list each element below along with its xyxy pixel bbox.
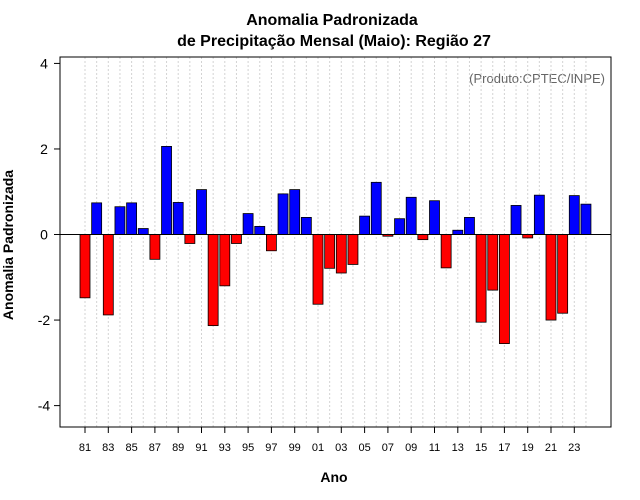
bar-1982 — [91, 202, 103, 235]
x-tick-label: 87 — [149, 442, 161, 454]
bar-1986 — [137, 228, 149, 235]
bar-2010 — [417, 234, 429, 241]
bar-1997 — [265, 234, 277, 252]
bar-1999 — [289, 189, 301, 235]
bar-2011 — [429, 200, 440, 235]
bar-1995 — [242, 213, 254, 235]
bar-1985 — [126, 202, 137, 235]
bar-1992 — [207, 234, 219, 327]
x-tick-label: 95 — [242, 442, 254, 454]
bar-2008 — [394, 218, 405, 235]
bar-2001 — [312, 234, 324, 305]
bar-2022 — [557, 234, 569, 314]
bar-1983 — [102, 234, 114, 316]
bar-2021 — [545, 234, 557, 321]
y-tick-label: 2 — [40, 141, 48, 157]
x-tick-label: 97 — [265, 442, 277, 454]
x-tick-label: 83 — [102, 442, 114, 454]
bar-1993 — [219, 234, 231, 287]
bar-2019 — [522, 234, 534, 239]
x-tick-label: 01 — [312, 442, 324, 454]
x-tick-label: 91 — [195, 442, 207, 454]
x-tick-label: 21 — [545, 442, 557, 454]
bar-2018 — [510, 205, 522, 235]
y-tick-label: -4 — [38, 398, 51, 414]
x-tick-label: 15 — [475, 442, 487, 454]
bars — [79, 145, 592, 344]
product-annotation: (Produto:CPTEC/INPE) — [469, 71, 605, 86]
bar-2015 — [475, 234, 487, 323]
x-tick-label: 19 — [522, 442, 534, 454]
bar-1996 — [254, 225, 266, 235]
bar-1987 — [149, 234, 161, 260]
x-tick-label: 05 — [358, 442, 370, 454]
chart-subtitle: de Precipitação Mensal (Maio): Região 27 — [177, 33, 491, 50]
bar-2013 — [452, 229, 464, 235]
bar-2017 — [498, 234, 510, 344]
bar-2004 — [347, 234, 359, 265]
bar-2012 — [440, 234, 452, 269]
x-tick-label: 07 — [382, 442, 394, 454]
x-tick-label: 11 — [429, 442, 440, 454]
x-tick-label: 81 — [79, 442, 91, 454]
x-tick-label: 89 — [172, 442, 184, 454]
bar-1994 — [231, 234, 242, 244]
y-tick-label: -2 — [38, 312, 51, 328]
bar-2014 — [464, 217, 475, 235]
bar-1990 — [184, 234, 196, 244]
x-tick-label: 03 — [335, 442, 347, 454]
x-axis: 81 83 85 87 89 91 93 95 97 99 01 03 05 07 09 11 13 15 17 19… — [79, 427, 580, 454]
x-tick-label: 93 — [219, 442, 231, 454]
y-axis-label: Anomalia Padronizada — [0, 170, 16, 320]
bar-2002 — [324, 234, 336, 269]
y-axis: -4 -2 0 2 4 — [38, 55, 60, 414]
bar-2023 — [568, 195, 580, 235]
x-tick-label: 85 — [125, 442, 137, 454]
bar-2005 — [359, 215, 371, 235]
bar-2024 — [580, 203, 592, 235]
x-tick-label: 99 — [289, 442, 301, 454]
bar-1998 — [277, 193, 289, 235]
bar-1984 — [114, 206, 126, 235]
y-tick-label: 4 — [40, 55, 48, 71]
bar-1981 — [79, 234, 91, 299]
bar-2006 — [370, 181, 382, 235]
bar-2020 — [533, 194, 545, 235]
bar-2003 — [335, 234, 347, 274]
bar-2016 — [487, 234, 499, 291]
y-tick-label: 0 — [40, 227, 48, 243]
plot-frame — [59, 56, 612, 428]
x-tick-label: 13 — [452, 442, 464, 454]
x-tick-label: 17 — [498, 442, 510, 454]
x-tick-label: 09 — [405, 442, 417, 454]
bar-2000 — [300, 217, 312, 235]
bar-1991 — [196, 189, 207, 235]
x-axis-label: Ano — [320, 469, 347, 485]
bar-2009 — [405, 196, 417, 235]
bar-1988 — [161, 145, 172, 235]
chart-title: Anomalia Padronizada — [246, 12, 418, 29]
bar-1989 — [172, 202, 184, 235]
x-tick-label: 23 — [568, 442, 580, 454]
